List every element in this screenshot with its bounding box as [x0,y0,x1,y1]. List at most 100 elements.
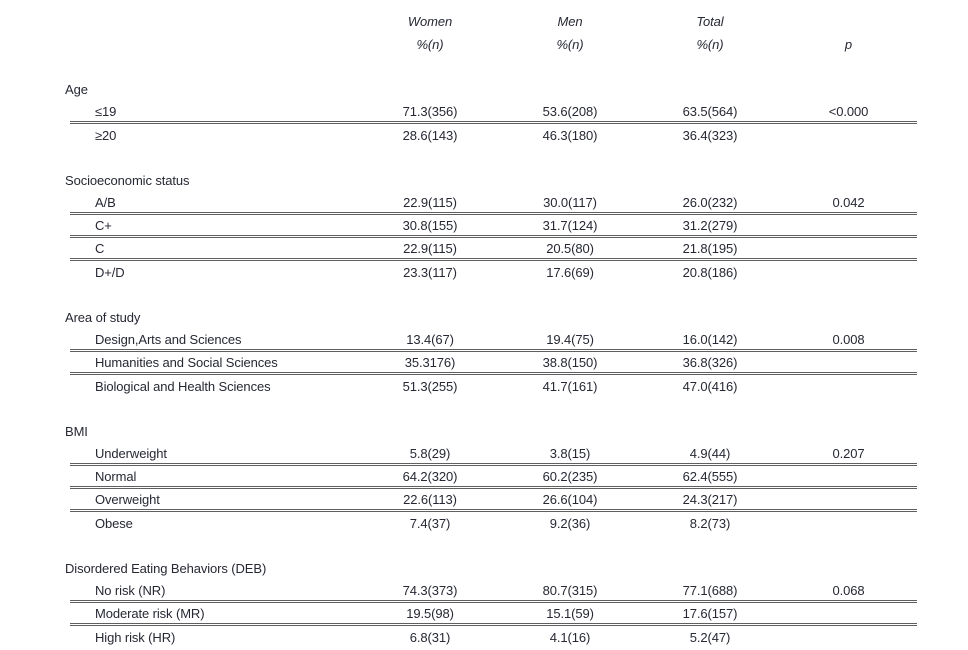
subheader-women: %(n) [416,37,444,52]
table-row: A/B 22.9(115) 30.0(117) 26.0(232) 0.042 [70,192,917,215]
cell-women: 22.6(113) [403,491,457,507]
cell-total: 17.6(157) [682,605,738,621]
section-bmi: BMI Underweight 5.8(29) 3.8(15) 4.9(44) … [0,420,968,535]
cell-total: 47.0(416) [682,379,738,394]
cell-men: 9.2(36) [549,516,591,531]
row-label: High risk (HR) [95,630,176,645]
cell-men: 17.6(69) [546,265,594,280]
table-row: Overweight 22.6(113) 26.6(104) 24.3(217) [70,489,917,512]
header-subrow: %(n) %(n) %(n) p [70,33,917,56]
section-area-of-study: Area of study Design,Arts and Sciences 1… [0,306,968,398]
row-label: Humanities and Social Sciences [95,354,278,370]
cell-men: 80.7(315) [542,582,598,598]
subheader-men: %(n) [556,37,584,52]
cell-men: 3.8(15) [549,445,591,461]
section-socioeconomic-status: Socioeconomic status A/B 22.9(115) 30.0(… [0,169,968,284]
row-label: ≤19 [95,103,117,119]
cell-men: 38.8(150) [542,354,598,370]
table-row: Humanities and Social Sciences 35.3176) … [70,352,917,375]
section-title: Area of study [65,310,141,325]
table-header: Women Men Total %(n) %(n) %(n) p [0,0,968,56]
cell-total: 63.5(564) [682,103,738,119]
cell-total: 26.0(232) [682,194,738,210]
section-deb: Disordered Eating Behaviors (DEB) No ris… [0,557,968,649]
cell-men: 4.1(16) [549,630,591,645]
cell-women: 23.3(117) [403,265,457,280]
cell-total: 77.1(688) [682,582,738,598]
table-row: ≤19 71.3(356) 53.6(208) 63.5(564) <0.000 [70,101,917,124]
cell-women: 28.6(143) [402,128,458,143]
cell-total: 16.0(142) [682,331,738,347]
cell-men: 31.7(124) [542,217,598,233]
cell-p: <0.000 [828,103,869,119]
row-label: Underweight [95,445,167,461]
cell-men: 60.2(235) [542,468,598,484]
row-label: Moderate risk (MR) [95,605,205,621]
cell-women: 6.8(31) [409,630,451,645]
cell-men: 41.7(161) [542,379,598,394]
cell-women: 30.8(155) [402,217,458,233]
cell-men: 30.0(117) [543,194,597,210]
row-label: Overweight [95,491,160,507]
table-row: Underweight 5.8(29) 3.8(15) 4.9(44) 0.20… [70,443,917,466]
section-title: BMI [65,424,88,439]
header-col-total: Total [696,14,724,29]
table-row: D+/D 23.3(117) 17.6(69) 20.8(186) [70,261,917,284]
subheader-total: %(n) [696,37,724,52]
header-col-men: Men [557,14,583,29]
cell-women: 35.3176) [404,354,456,370]
cell-total: 20.8(186) [682,265,738,280]
row-label: ≥20 [95,128,117,143]
cell-total: 62.4(555) [682,468,738,484]
cell-men: 19.4(75) [546,331,594,347]
row-label: C [95,240,105,256]
table-row: Normal 64.2(320) 60.2(235) 62.4(555) [70,466,917,489]
cell-men: 46.3(180) [542,128,598,143]
cell-total: 21.8(195) [682,240,738,256]
cell-women: 22.9(115) [403,240,457,256]
row-label: Obese [95,516,133,531]
table-row: C 22.9(115) 20.5(80) 21.8(195) [70,238,917,261]
cell-women: 7.4(37) [409,516,451,531]
cell-women: 71.3(356) [402,103,458,119]
cell-total: 5.2(47) [689,630,731,645]
cell-women: 64.2(320) [402,468,458,484]
cell-total: 31.2(279) [682,217,738,233]
cell-men: 20.5(80) [546,240,594,256]
cell-p: 0.207 [832,445,865,461]
table-row: Biological and Health Sciences 51.3(255)… [70,375,917,398]
cell-total: 8.2(73) [689,516,731,531]
header-col-p: p [844,37,853,52]
row-label: D+/D [95,265,125,280]
section-title: Disordered Eating Behaviors (DEB) [65,561,267,576]
table-row: Moderate risk (MR) 19.5(98) 15.1(59) 17.… [70,603,917,626]
table-row: Obese 7.4(37) 9.2(36) 8.2(73) [70,512,917,535]
cell-women: 19.5(98) [406,605,454,621]
row-label: C+ [95,217,112,233]
cell-total: 24.3(217) [682,491,738,507]
cell-men: 15.1(59) [546,605,594,621]
section-age: Age ≤19 71.3(356) 53.6(208) 63.5(564) <0… [0,78,968,147]
table-row: No risk (NR) 74.3(373) 80.7(315) 77.1(68… [70,580,917,603]
cell-total: 4.9(44) [689,445,731,461]
row-label: A/B [95,194,116,210]
cell-women: 51.3(255) [402,379,458,394]
table-row: High risk (HR) 6.8(31) 4.1(16) 5.2(47) [70,626,917,649]
row-label: Biological and Health Sciences [95,379,271,394]
cell-men: 26.6(104) [542,491,598,507]
section-title: Socioeconomic status [65,173,190,188]
row-label: Design,Arts and Sciences [95,331,242,347]
row-label: Normal [95,468,137,484]
cell-women: 74.3(373) [402,582,458,598]
cell-p: 0.042 [832,194,865,210]
table-row: Design,Arts and Sciences 13.4(67) 19.4(7… [70,329,917,352]
cell-women: 22.9(115) [403,194,457,210]
cell-women: 5.8(29) [409,445,451,461]
header-col-women: Women [407,14,453,29]
header-group-row: Women Men Total [70,10,917,33]
table-row: ≥20 28.6(143) 46.3(180) 36.4(323) [70,124,917,147]
cell-total: 36.8(326) [682,354,738,370]
cell-men: 53.6(208) [542,103,598,119]
section-title: Age [65,82,88,97]
